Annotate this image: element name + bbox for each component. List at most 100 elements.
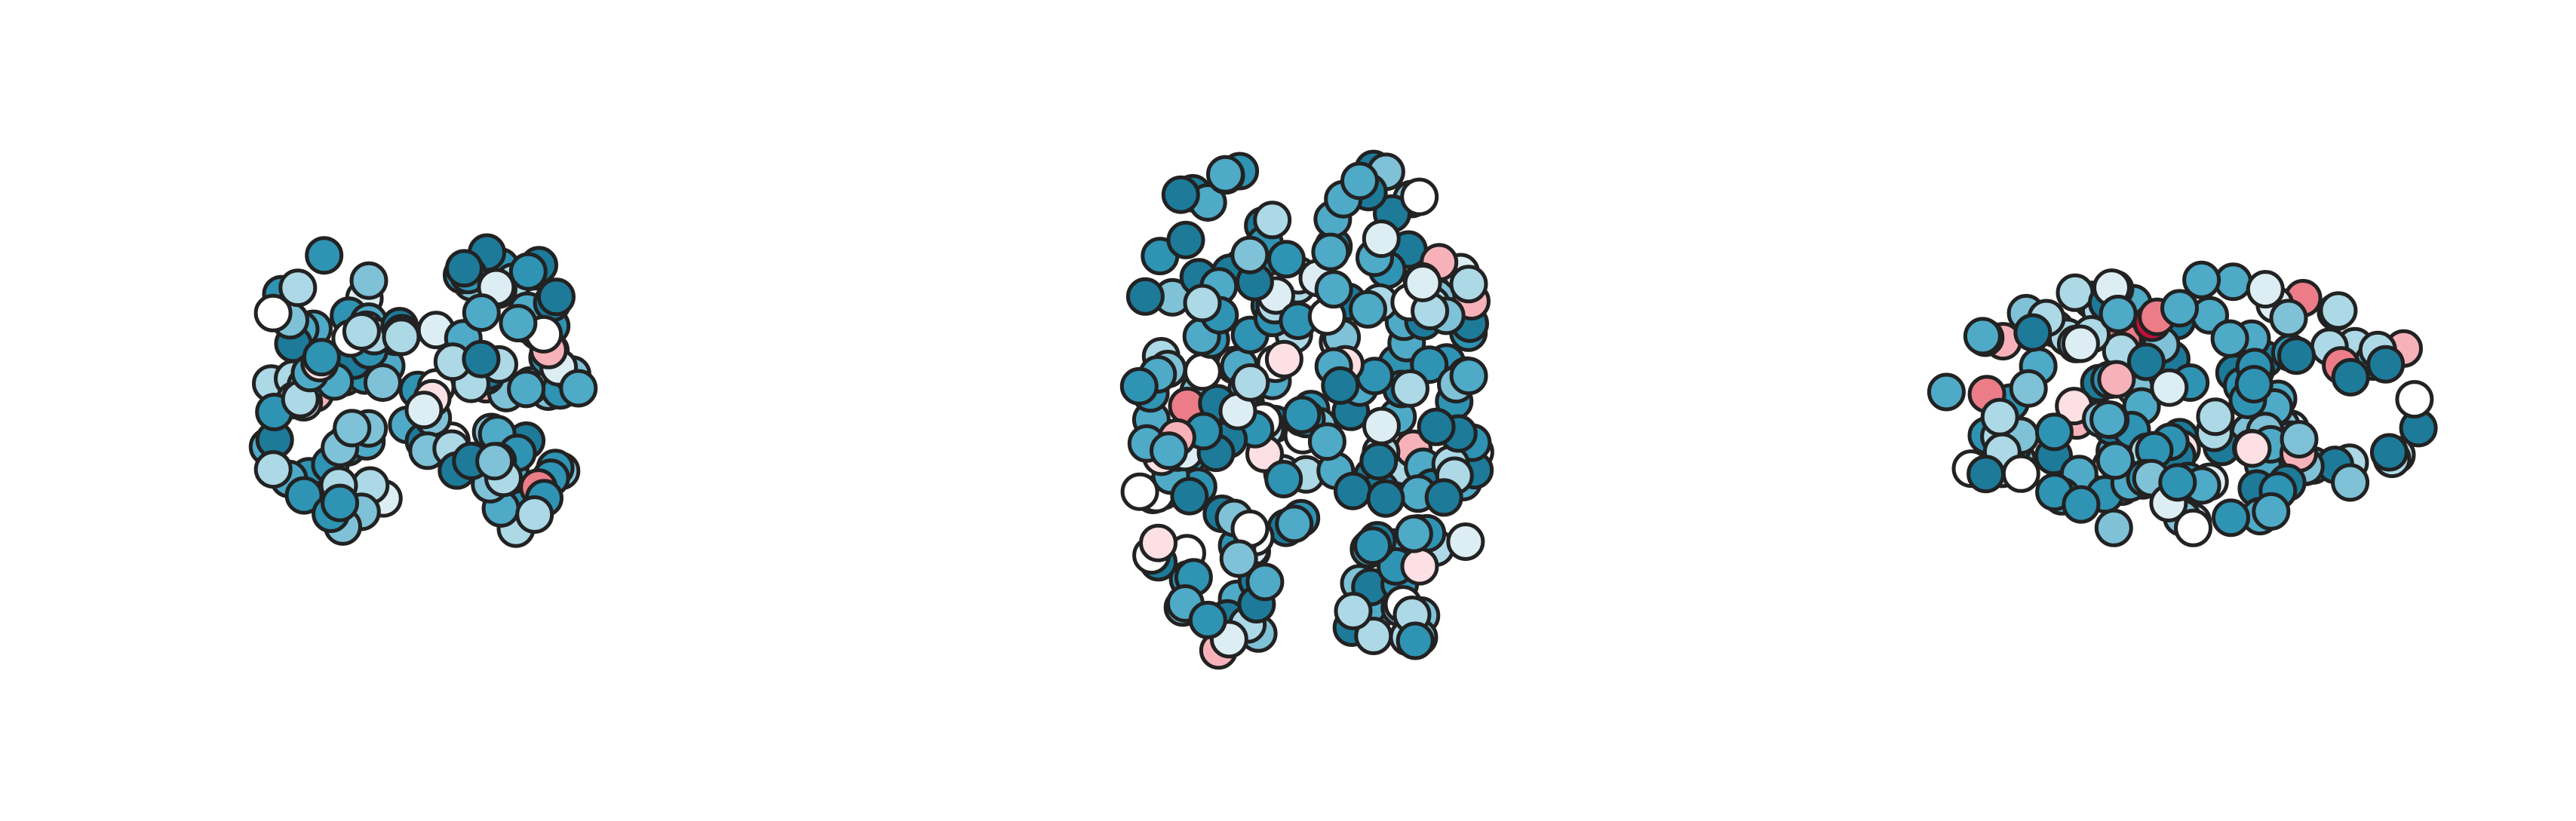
node (2331, 463, 2370, 502)
node (2056, 273, 2095, 312)
node (1183, 352, 1222, 391)
node (1353, 526, 1392, 565)
node (382, 317, 421, 357)
node (1963, 317, 2002, 356)
node (1183, 283, 1222, 323)
node (1245, 562, 1285, 602)
node (2174, 508, 2212, 547)
node (1354, 617, 1393, 655)
node (1394, 514, 1433, 553)
node (2319, 291, 2358, 330)
node (2280, 420, 2319, 459)
node (2034, 412, 2074, 452)
node (1449, 357, 1488, 396)
node (1166, 220, 1205, 259)
node (1188, 600, 1227, 639)
node (475, 442, 514, 481)
node (321, 483, 360, 522)
node (2214, 262, 2252, 302)
node (2062, 485, 2101, 524)
node (1967, 455, 2006, 494)
node (2369, 433, 2409, 472)
node (1120, 472, 1159, 511)
axial-view (1119, 149, 1494, 670)
node (363, 363, 402, 402)
node (462, 339, 501, 378)
node (1314, 270, 1353, 309)
sagittal-view (1927, 260, 2438, 547)
node (1362, 406, 1401, 446)
node (2097, 360, 2136, 399)
node (2013, 313, 2053, 352)
node (2331, 357, 2370, 397)
node (342, 312, 381, 351)
node (404, 391, 444, 430)
node (2269, 299, 2308, 338)
node (2395, 380, 2434, 419)
node (508, 252, 548, 291)
node (2089, 400, 2129, 439)
node (1267, 240, 1306, 279)
node (2150, 368, 2189, 407)
node (1139, 523, 1177, 562)
node (2212, 498, 2250, 538)
node (349, 261, 388, 300)
node (537, 277, 576, 317)
node (462, 293, 501, 332)
node (499, 304, 538, 343)
coronal-view (248, 233, 598, 548)
node (1449, 265, 1488, 304)
node (1125, 277, 1165, 316)
node (2095, 441, 2135, 480)
node (2094, 508, 2133, 547)
node (1150, 431, 1188, 470)
node (445, 249, 484, 288)
node (1403, 263, 1442, 302)
node (253, 293, 293, 332)
node (2366, 345, 2406, 384)
node (333, 409, 372, 448)
node (284, 476, 324, 515)
node (1366, 479, 1405, 518)
node (1264, 460, 1303, 498)
node (1980, 397, 2019, 437)
node (559, 369, 598, 408)
node (2182, 260, 2221, 299)
node (1359, 442, 1399, 481)
node (2009, 369, 2048, 408)
node (1334, 471, 1372, 510)
node (1231, 363, 1270, 402)
node (2252, 492, 2291, 531)
node (1927, 372, 1966, 412)
node (1321, 366, 1360, 405)
node (1253, 201, 1292, 240)
node (1307, 422, 1346, 461)
node (1334, 592, 1373, 630)
node (2099, 294, 2138, 333)
node (2196, 397, 2235, 437)
node (1206, 155, 1245, 194)
node (278, 268, 318, 308)
node (2246, 270, 2285, 309)
node (2001, 454, 2040, 493)
node (253, 450, 293, 489)
node (1400, 547, 1439, 586)
node (1362, 219, 1401, 259)
node (2234, 365, 2274, 404)
node (1391, 369, 1429, 408)
node (2277, 336, 2316, 375)
node (1417, 407, 1456, 446)
node (2061, 324, 2100, 363)
node (1161, 175, 1200, 214)
node (305, 236, 344, 275)
node (1311, 232, 1350, 271)
node (1340, 161, 1379, 201)
node (2160, 289, 2199, 328)
node (1264, 339, 1303, 378)
node (1230, 235, 1270, 274)
node (2158, 463, 2197, 502)
node (1349, 289, 1387, 329)
node (1400, 177, 1439, 216)
node (2210, 319, 2249, 358)
